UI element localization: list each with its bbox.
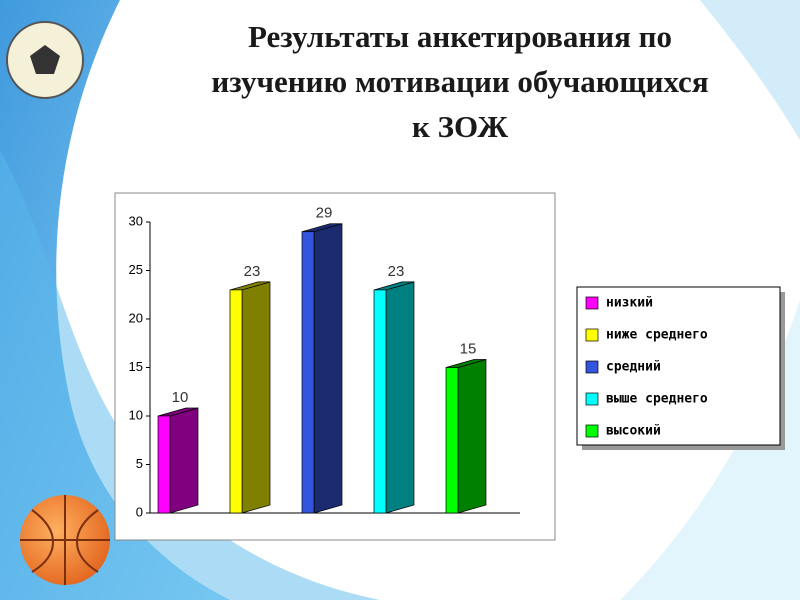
legend-label: высокий	[606, 424, 661, 439]
bar-front	[373, 289, 387, 514]
y-tick-label: 20	[129, 310, 143, 325]
bar-side	[241, 281, 271, 514]
data-label: 15	[460, 341, 477, 358]
y-tick-label: 5	[136, 456, 143, 471]
legend-swatch	[585, 424, 599, 438]
bar-front	[301, 231, 315, 514]
bar-side	[385, 281, 415, 514]
y-tick-label: 25	[129, 262, 143, 277]
data-label: 29	[316, 205, 333, 222]
legend-label: ниже среднего	[606, 328, 708, 343]
legend-swatch	[585, 296, 599, 310]
legend-box	[576, 286, 781, 446]
y-tick-label: 30	[129, 213, 143, 228]
data-label: 23	[388, 263, 405, 280]
data-label: 10	[172, 389, 189, 406]
bar-side	[313, 223, 343, 514]
bar-front	[229, 289, 243, 514]
slide-title: Результаты анкетирования по изучению мот…	[211, 19, 709, 144]
y-tick-label: 15	[129, 359, 143, 374]
data-label: 23	[244, 263, 261, 280]
bar-side	[457, 359, 487, 514]
y-tick-label: 0	[136, 504, 143, 519]
legend-swatch	[585, 328, 599, 342]
y-tick-label: 10	[129, 407, 143, 422]
legend-label: низкий	[606, 296, 653, 311]
legend-swatch	[585, 392, 599, 406]
legend-swatch	[585, 360, 599, 374]
bar-front	[445, 367, 459, 514]
bar-front	[157, 415, 171, 514]
legend-label: выше среднего	[606, 392, 708, 407]
legend-label: средний	[606, 360, 661, 375]
bar-side	[169, 407, 199, 514]
